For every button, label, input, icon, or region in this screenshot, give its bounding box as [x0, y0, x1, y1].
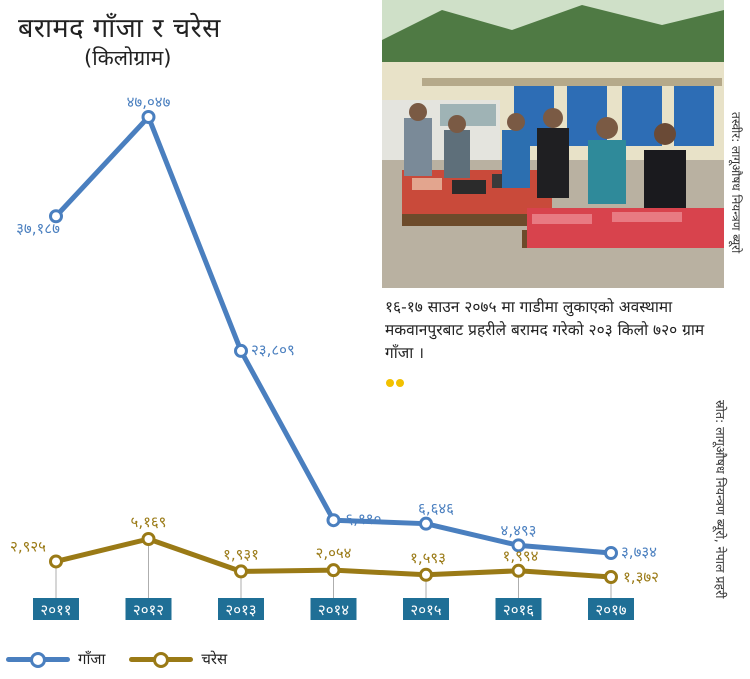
label-layer: ३७,१८७ ४७,०४७ २३,८०९ ६,९९० ६,६४६ ४,४९३ ३,७३४ २,… [10, 93, 659, 586]
legend-symbol-ganja [6, 652, 70, 668]
data-point [49, 209, 63, 224]
year-box [125, 598, 172, 620]
photo-caption: १६-१७ साउन २०७५ मा गाडीमा लुकाएको अवस्था… [385, 298, 705, 362]
year-label: २०१४ [318, 601, 349, 619]
chart-title: बरामद गाँजा र चरेस [18, 13, 221, 44]
year-label: २०११ [40, 601, 71, 619]
seizure-photo [382, 0, 724, 288]
data-label: ३७,१८७ [16, 219, 60, 237]
year-label: २०१६ [503, 601, 534, 619]
data-label: ३,७३४ [621, 543, 657, 561]
year-box [33, 598, 79, 620]
data-point [511, 563, 526, 578]
photo-credit: तस्वीर: लागूऔषध नियन्त्रण ब्यूरो [729, 112, 743, 254]
data-label: ४,४९३ [501, 521, 537, 539]
data-point [511, 538, 526, 553]
data-point [234, 564, 248, 579]
data-label: २,०५४ [316, 544, 352, 562]
year-label: २०१२ [133, 601, 164, 619]
data-point [419, 516, 433, 531]
year-box [218, 598, 264, 620]
series-layer [49, 110, 618, 584]
legend-symbol-charas [129, 652, 194, 668]
series-line-ganja [53, 114, 614, 556]
year-label: २०१३ [225, 601, 256, 619]
data-label: ५,१६९ [131, 513, 167, 531]
legend-item-ganja: गाँजा [6, 649, 105, 669]
legend-item-charas: चरेस [129, 649, 227, 669]
data-point [326, 563, 341, 578]
year-axis: २०११ २०१२ २०१३ २०१४ २०१५ २०१६ २०१७ [33, 598, 634, 620]
data-point [604, 570, 618, 584]
data-label: १,९९४ [503, 547, 539, 565]
data-label: २,९२५ [10, 537, 46, 555]
year-box [588, 598, 634, 620]
data-point [604, 546, 618, 560]
data-label: ६,६४६ [418, 500, 454, 518]
data-label: २३,८०९ [251, 341, 295, 359]
data-label: १,९३१ [223, 545, 259, 563]
legend-label-charas: चरेस [201, 650, 228, 668]
legend: गाँजा चरेस [6, 648, 251, 670]
data-point [141, 110, 156, 124]
photo-illustration [382, 0, 724, 288]
year-label: २०१७ [595, 601, 626, 619]
year-label: २०१५ [410, 601, 441, 619]
data-point [234, 343, 248, 358]
chart-subtitle: (किलोग्राम) [84, 46, 172, 70]
data-label: ६,९९० [346, 510, 382, 528]
data-label: १,५९३ [410, 549, 446, 567]
data-point [419, 567, 433, 582]
year-box [310, 598, 357, 620]
data-point [141, 532, 156, 546]
data-point [49, 554, 63, 569]
caption-dots-icon [386, 372, 406, 391]
source-note: स्रोत: लागूऔषध नियन्त्रण ब्यूरो, नेपाल प… [713, 400, 728, 599]
data-label: १,३७२ [623, 568, 659, 586]
legend-label-ganja: गाँजा [78, 650, 106, 668]
year-box [495, 598, 542, 620]
data-label: ४७,०४७ [127, 93, 171, 111]
data-point [326, 513, 341, 528]
year-box [403, 598, 449, 620]
